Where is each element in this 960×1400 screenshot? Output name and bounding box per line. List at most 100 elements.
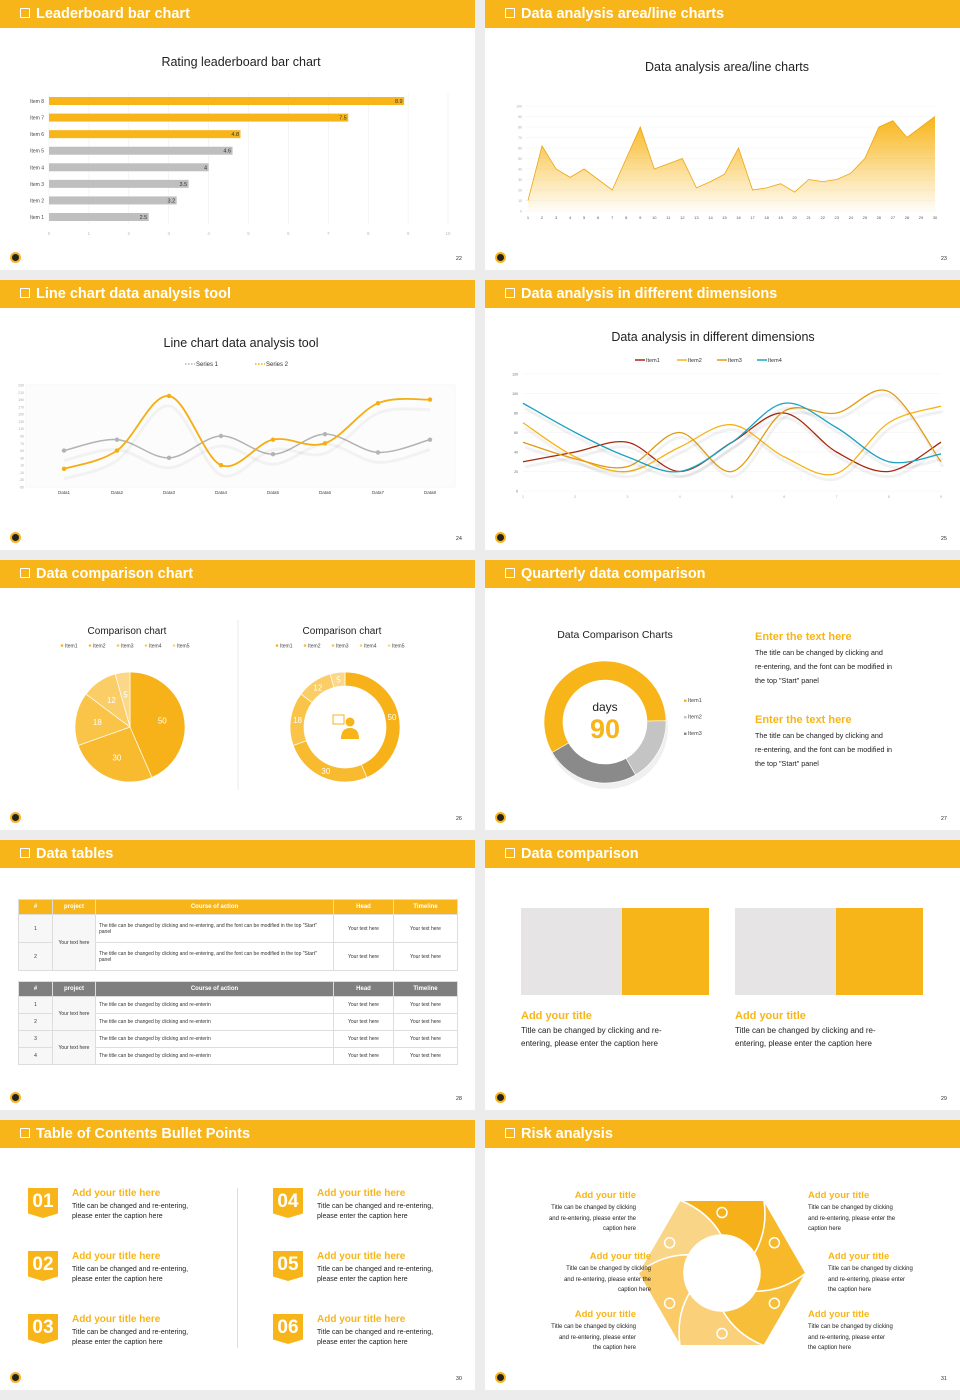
toc-title: Add your title here [72, 1314, 161, 1325]
text-block-line: The title can be changed by clicking and [755, 731, 883, 740]
category-label: Item 3 [30, 182, 44, 188]
pie-slice [77, 726, 153, 783]
x-tick-label: Data2 [111, 490, 124, 495]
chart-title: Data analysis in different dimensions [611, 330, 814, 344]
page-number: 31 [940, 1376, 947, 1382]
data-point [322, 431, 328, 437]
risk-caption: Title can be changed by clicking [828, 1266, 913, 1272]
page-number: 22 [455, 256, 462, 262]
head-cell: Your text here [333, 1030, 394, 1048]
toc-caption: please enter the caption here [72, 1213, 163, 1220]
toc-caption: please enter the caption here [72, 1339, 163, 1346]
slide-6: Quarterly data comparison 27 Data Comparis… [485, 560, 960, 830]
series-shadow [63, 404, 431, 481]
logo-icon [495, 532, 506, 543]
series-line [522, 405, 942, 476]
x-tick-label: 23 [835, 215, 840, 220]
column-header: Course of action [95, 981, 334, 997]
value-label: 8.9 [395, 99, 403, 105]
center-label: days [592, 700, 617, 714]
x-tick-label: 7 [611, 215, 614, 220]
category-label: Item 5 [30, 149, 44, 155]
risk-caption: and re-entering, please enter the [563, 1276, 651, 1283]
slice-label: 18 [93, 718, 102, 727]
number-badge: 02 [28, 1251, 58, 1281]
data-point [375, 401, 381, 406]
bar [49, 146, 233, 155]
logo-icon [10, 1092, 21, 1103]
slide-header: Data tables [0, 840, 475, 868]
y-tick-label: 30 [20, 456, 24, 460]
y-tick-label: -50 [19, 486, 24, 490]
data-point [166, 455, 172, 461]
bar [49, 163, 209, 172]
checkbox-icon [20, 1128, 30, 1138]
slide-canvas: Comparison chart Item1 Item2 Item3 Item4 Item… [60, 620, 405, 790]
risk-caption: Title can be changed by clicking [808, 1205, 893, 1211]
timeline-cell: Your text here [393, 996, 458, 1014]
action-cell: The title can be changed by clicking and… [95, 942, 334, 971]
toc-caption: Title can be changed and re-entering, [72, 1266, 189, 1273]
action-cell: The title can be changed by clicking and… [95, 1030, 334, 1048]
x-tick-label: 15 [722, 215, 727, 220]
risk-caption: Title can be changed by clicking [808, 1324, 893, 1330]
risk-caption: caption here [808, 1226, 842, 1232]
legend-label: Item3 [688, 731, 702, 737]
data-point [114, 437, 120, 442]
slide-header: Data analysis area/line charts [485, 0, 960, 28]
text-block-title: Enter the text here [755, 714, 852, 726]
slide-10: Risk analysis 31 Add your title Title can b… [485, 1120, 960, 1390]
slide-title: Data comparison chart [36, 566, 194, 582]
y-tick-label: 40 [518, 168, 522, 172]
slide-canvas [0, 840, 475, 1110]
legend-label: Item2 [308, 644, 321, 650]
legend-label: Item3 [728, 358, 742, 364]
timeline-cell: Your text here [393, 942, 458, 971]
presenter-icon [332, 714, 359, 739]
cycle-segment [637, 1199, 722, 1274]
y-tick-label: 30 [518, 178, 522, 182]
slice-label: 12 [107, 696, 116, 705]
timeline-cell: Your text here [393, 1030, 458, 1048]
legend-marker [387, 644, 391, 647]
x-tick-label: 1 [88, 231, 91, 236]
card-title: Add your title [735, 1010, 806, 1022]
legend-label: Item5 [177, 644, 190, 650]
chart-title: Line chart data analysis tool [164, 336, 319, 350]
x-tick-label: 4 [679, 495, 681, 499]
legend-marker [88, 644, 92, 647]
page-number: 24 [455, 536, 462, 542]
slide-title: Data tables [36, 846, 114, 862]
x-tick-label: 12 [680, 215, 685, 220]
x-tick-label: 20 [792, 215, 797, 220]
legend-label: Item4 [149, 644, 162, 650]
toc-caption: Title can be changed and re-entering, [317, 1203, 434, 1210]
action-cell: The title can be changed by clicking and… [95, 996, 334, 1014]
toc-title: Add your title here [317, 1314, 406, 1325]
slide-9: Table of Contents Bullet Points 30 01 Add y… [0, 1120, 475, 1390]
row-number: 1 [18, 996, 53, 1014]
area-line [527, 116, 936, 201]
y-tick-label: 90 [518, 115, 522, 119]
data-point [166, 393, 172, 399]
x-tick-label: 30 [933, 215, 938, 220]
page-number: 30 [455, 1376, 462, 1382]
number-badge: 05 [273, 1251, 303, 1281]
slice-label: 50 [388, 713, 397, 722]
table-row: 4 The title can be changed by clicking an… [18, 1047, 458, 1065]
slide-4: Data analysis in different dimensions 25 D… [485, 280, 960, 550]
text-block-line: the top "Start" panel [755, 676, 819, 685]
x-tick-label: 5 [247, 231, 250, 236]
logo-icon [10, 812, 21, 823]
legend-label: Series 2 [266, 362, 289, 368]
coins-icon [768, 1237, 781, 1249]
icon-shape [768, 1237, 781, 1249]
series-line [63, 395, 431, 470]
toc-title: Add your title here [317, 1251, 406, 1262]
legend-marker [684, 699, 687, 702]
text-block-line: re-entering, and the font can be modifie… [755, 662, 893, 671]
slide-header: Line chart data analysis tool [0, 280, 475, 308]
value-label: 3.5 [179, 182, 187, 188]
head-cell: Your text here [333, 996, 394, 1014]
text-block-line: The title can be changed by clicking and [755, 648, 883, 657]
